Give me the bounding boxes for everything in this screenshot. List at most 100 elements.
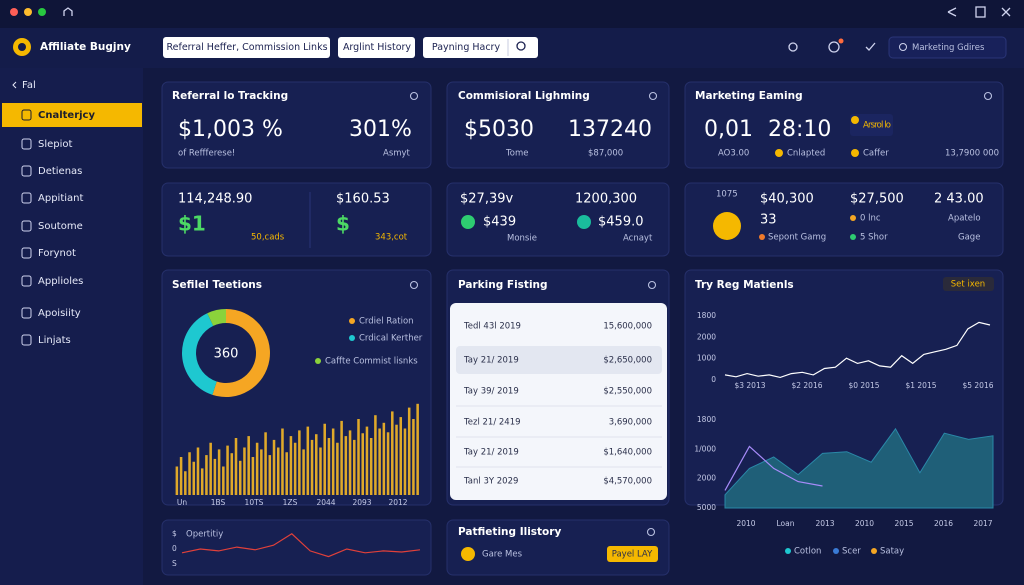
close-icon[interactable]	[1001, 7, 1011, 17]
y-tick-label: S	[172, 559, 177, 568]
tab[interactable]	[163, 37, 330, 58]
share-icon[interactable]	[947, 7, 957, 17]
bar	[386, 432, 390, 495]
logo-inner	[18, 43, 26, 51]
refresh-icon[interactable]	[648, 91, 658, 101]
window-icon[interactable]	[975, 6, 986, 18]
refresh-icon[interactable]	[409, 280, 419, 290]
bar	[382, 422, 386, 495]
tab[interactable]	[338, 37, 415, 58]
nav-icon	[21, 247, 32, 259]
search-label: Marketing Gdires	[912, 43, 985, 53]
nav-item: Cnalterjcy	[38, 110, 95, 121]
nav-item: Applioles	[38, 276, 83, 287]
search-box[interactable]	[888, 36, 1007, 59]
label: 0 lnc	[860, 214, 881, 224]
x-tick-label: 2015	[894, 519, 913, 528]
bar	[255, 442, 259, 495]
x-tick-label: 2093	[352, 498, 371, 507]
label: AO3.00	[718, 149, 749, 159]
label: Sepont Gamg	[768, 233, 826, 243]
badge-label: Arsrol lo	[863, 121, 891, 131]
bar	[222, 466, 225, 495]
target-icon[interactable]	[828, 41, 840, 53]
search-icon[interactable]	[516, 41, 526, 51]
y-tick-label: 1800	[697, 415, 716, 424]
label: Sefilel Teetions	[172, 279, 262, 291]
max-dot[interactable]	[38, 8, 46, 16]
home-icon[interactable]	[63, 7, 73, 16]
close-dot[interactable]	[10, 8, 18, 16]
search-icon[interactable]	[647, 280, 657, 290]
button[interactable]	[607, 546, 658, 562]
tab-label: Arglint History	[343, 42, 411, 53]
label: $87,000	[588, 149, 623, 159]
label: Asmyt	[383, 149, 411, 159]
bar	[234, 438, 238, 495]
y-tick-label: 5000	[697, 503, 716, 512]
label: Tome	[505, 149, 528, 159]
row-amount: 3,690,000	[609, 418, 652, 428]
label: Monsie	[507, 234, 537, 244]
bar	[374, 415, 377, 495]
users-icon[interactable]	[788, 42, 798, 52]
x-tick-label: 2044	[316, 498, 335, 507]
badge-icon	[851, 116, 859, 124]
bar	[260, 449, 263, 495]
refresh-icon[interactable]	[646, 527, 656, 537]
card	[161, 519, 432, 576]
refresh-icon[interactable]	[409, 91, 419, 101]
check-icon[interactable]	[865, 42, 876, 51]
donut-segment	[207, 309, 226, 326]
row-amount: $4,570,000	[603, 477, 652, 487]
min-dot[interactable]	[24, 8, 32, 16]
card	[684, 81, 1004, 169]
bar	[213, 458, 217, 495]
x-tick-label: Loan	[777, 519, 795, 528]
active-item[interactable]	[2, 103, 142, 127]
bar	[361, 433, 364, 495]
legend-label: Crdical Kerther	[359, 334, 423, 344]
bar	[200, 468, 204, 495]
x-tick-label: $0 2015	[848, 381, 879, 390]
app-name: Affiliate Bugjny	[40, 41, 131, 53]
row-date: Tedl 43l 2019	[463, 322, 521, 332]
x-tick-label: $3 2013	[734, 381, 765, 390]
row-date: Tay 39/ 2019	[463, 387, 519, 397]
nav-icon	[21, 275, 32, 287]
y-tick-label: 0	[172, 544, 177, 553]
legend-label: Scer	[842, 547, 861, 557]
dot	[850, 234, 856, 240]
card	[161, 81, 432, 169]
bar	[188, 452, 191, 495]
x-tick-label: 2016	[934, 519, 953, 528]
legend-dot	[315, 358, 321, 364]
bar	[302, 449, 305, 495]
tab[interactable]	[423, 37, 538, 58]
label: Apatelo	[948, 214, 981, 224]
bar	[407, 407, 411, 495]
legend-dot	[785, 548, 791, 554]
bar	[285, 452, 288, 495]
bar	[247, 436, 250, 495]
y-tick-label: 2000	[697, 474, 716, 483]
label: Marketing Eaming	[695, 90, 803, 102]
label: Gage	[958, 233, 980, 243]
bar	[289, 436, 293, 495]
label: Parking Fisting	[458, 279, 548, 291]
x-tick-label: Un	[177, 498, 187, 507]
refresh-icon[interactable]	[983, 91, 993, 101]
label: 114,248.90	[178, 192, 252, 207]
tab-label: Payning Hacry	[432, 42, 501, 53]
legend-label: Crdiel Ration	[359, 317, 414, 327]
coin	[461, 547, 475, 561]
badge[interactable]	[943, 277, 994, 291]
nav-icon	[21, 109, 32, 121]
label: Acnayt	[623, 234, 653, 244]
bar	[323, 423, 326, 495]
x-tick-label: 2010	[736, 519, 755, 528]
bar	[226, 445, 229, 495]
nav-icon	[21, 307, 32, 319]
bar	[403, 428, 407, 495]
bar	[238, 460, 242, 495]
